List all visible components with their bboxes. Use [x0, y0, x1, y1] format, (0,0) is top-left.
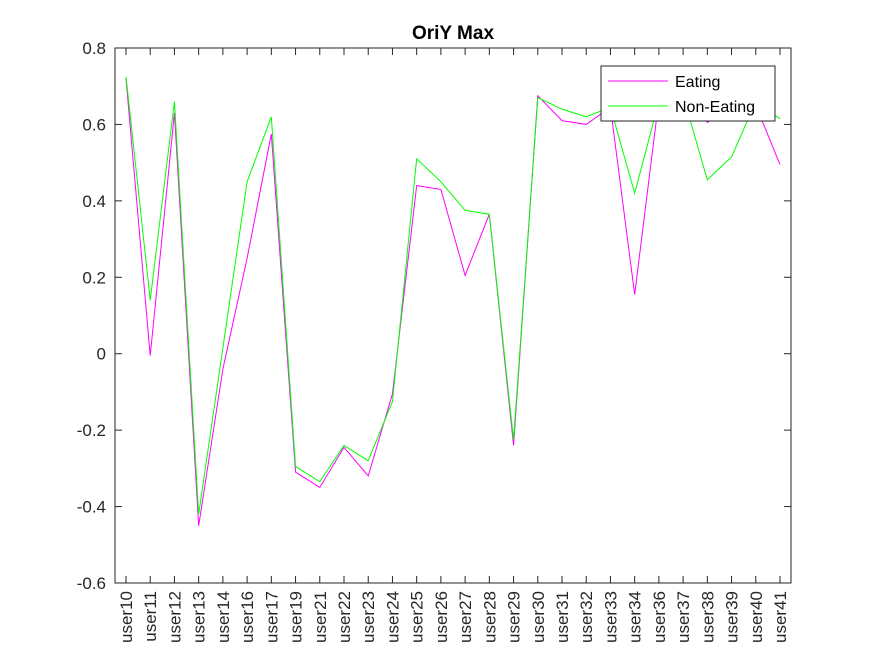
legend-label-non-eating: Non-Eating — [675, 99, 755, 116]
x-tick-label: user16 — [238, 591, 257, 643]
x-tick-label: user28 — [480, 591, 499, 643]
x-tick-label: user27 — [456, 591, 475, 643]
x-tick-label: user23 — [359, 591, 378, 643]
y-tick-label: 0.4 — [82, 192, 106, 211]
x-tick-label: user39 — [723, 591, 742, 643]
x-tick-label: user11 — [141, 591, 160, 642]
plot-border — [114, 47, 792, 584]
x-tick-label: user14 — [214, 591, 233, 643]
legend: Eating Non-Eating — [600, 65, 776, 122]
legend-box — [600, 65, 776, 122]
x-tick-label: user30 — [529, 591, 548, 643]
y-tick-label: 0.6 — [82, 115, 106, 134]
x-tick-label: user13 — [190, 591, 209, 643]
x-tick-label: user37 — [674, 591, 693, 643]
x-tick-label: user24 — [383, 591, 402, 643]
x-tick-label: user31 — [553, 591, 572, 643]
plot-area — [115, 48, 791, 583]
chart-title: OriY Max — [412, 23, 494, 44]
y-tick-label: -0.2 — [77, 421, 106, 440]
y-tick-label: -0.4 — [77, 498, 106, 517]
x-tick-label: user22 — [335, 591, 354, 643]
x-tick-label: user10 — [117, 591, 136, 643]
x-tick-label: user12 — [165, 591, 184, 643]
y-tick-label: 0 — [97, 345, 106, 364]
x-tick-label: user26 — [432, 591, 451, 643]
legend-label-eating: Eating — [675, 74, 720, 91]
x-tick-label: user19 — [287, 591, 306, 643]
x-tick-label: user21 — [311, 591, 330, 643]
x-axis: user10 user11 user12 user13 user14 user16 user… — [117, 48, 790, 643]
x-tick-label: user36 — [650, 591, 669, 643]
x-tick-label: user25 — [408, 591, 427, 643]
y-tick-label: 0.2 — [82, 268, 106, 287]
y-tick-label: -0.6 — [77, 574, 106, 593]
x-tick-label: user33 — [601, 591, 620, 643]
x-tick-label: user34 — [626, 591, 645, 643]
x-tick-label: user29 — [505, 591, 524, 643]
x-tick-label: user17 — [262, 591, 281, 643]
y-axis: -0.6 -0.4 -0.2 0 0.2 0.4 0.6 0.8 — [77, 39, 791, 593]
x-tick-label: user38 — [698, 591, 717, 643]
x-tick-label: user32 — [577, 591, 596, 643]
x-tick-label: user41 — [771, 591, 790, 643]
x-tick-label: user40 — [747, 591, 766, 643]
y-tick-label: 0.8 — [82, 39, 106, 58]
